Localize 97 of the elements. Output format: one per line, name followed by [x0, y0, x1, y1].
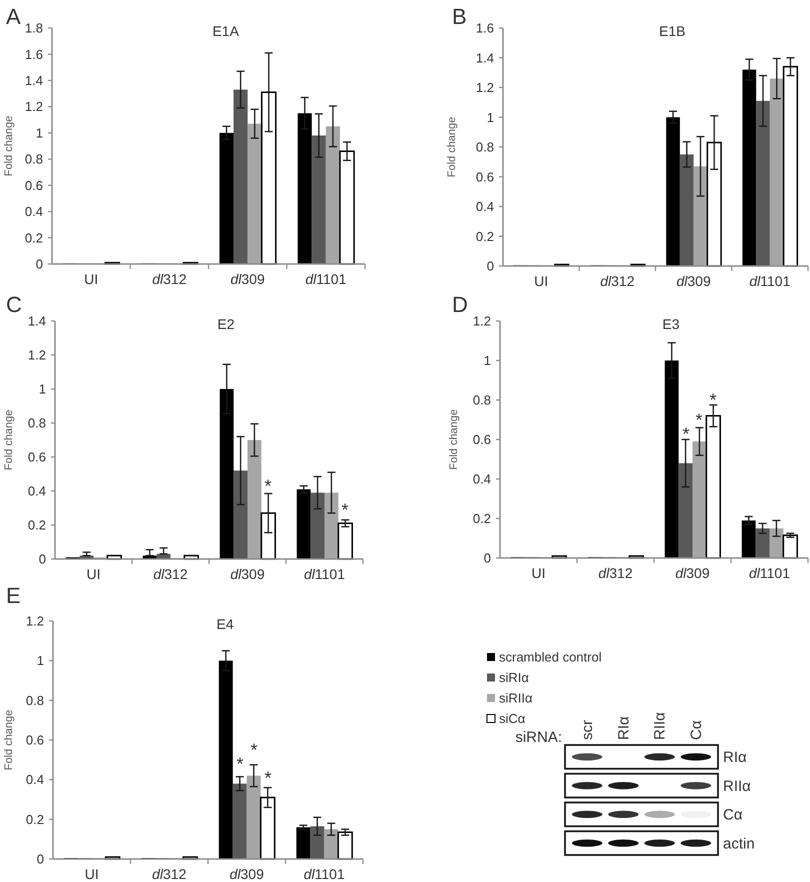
annotation: *	[682, 424, 690, 444]
y-tick-label: 1.2	[24, 99, 43, 114]
x-tick-label: UI	[84, 866, 99, 882]
y-tick-label: 0.6	[26, 732, 44, 748]
category-label: RIIα	[723, 778, 751, 795]
y-tick-label: 0	[36, 256, 43, 272]
category-label: scr	[579, 720, 596, 740]
y-tick-label: 0.2	[26, 812, 44, 827]
y-tick-label: 0.4	[24, 204, 43, 220]
x-tick-label: UI	[534, 273, 548, 289]
category-label: RIIα	[652, 712, 669, 740]
chart-title: E1A	[212, 23, 240, 39]
x-tick-label: UI	[532, 565, 546, 581]
category-label: Cα	[723, 806, 743, 824]
x-tick-label: dl312	[153, 566, 188, 582]
y-axis-title: Fold change	[448, 409, 460, 470]
y-tick-label: 1	[38, 382, 46, 397]
y-tick-label: 0.8	[472, 392, 491, 408]
annotation: *	[264, 476, 272, 496]
y-tick-label: 0.8	[24, 152, 43, 167]
y-tick-label: 1	[486, 110, 494, 125]
text: E	[6, 583, 21, 608]
text: B	[452, 4, 467, 29]
annotation: *	[236, 754, 244, 774]
chart-title: E3	[662, 316, 680, 332]
y-tick-label: 0.8	[26, 692, 44, 708]
y-tick-label: 1.2	[28, 348, 46, 363]
y-tick-label: 0.2	[24, 230, 43, 246]
legend-label: siRIα	[499, 670, 530, 686]
x-tick-label: dl309	[230, 271, 265, 287]
y-axis-title: Fold change	[3, 116, 15, 176]
x-tick-label: dl312	[598, 565, 633, 581]
annotation: *	[709, 390, 717, 410]
x-tick-label: dl309	[675, 565, 710, 581]
y-tick-label: 1	[484, 353, 491, 368]
y-tick-label: 1.2	[472, 314, 491, 329]
y-tick-label: 1.6	[476, 20, 494, 36]
text: A	[6, 4, 21, 29]
legend-label: siRIIα	[499, 690, 533, 706]
y-tick-label: 1	[36, 653, 44, 668]
y-tick-label: 0.6	[28, 450, 46, 465]
y-tick-label: 0.4	[26, 772, 44, 788]
y-tick-label: 1.4	[476, 50, 494, 66]
y-tick-label: 0.8	[28, 416, 46, 431]
chart-title: E1B	[659, 23, 686, 39]
x-tick-label: dl1101	[305, 271, 347, 287]
y-tick-label: 1.2	[26, 614, 44, 629]
y-axis-title: Fold change	[446, 116, 458, 178]
text: D	[452, 292, 468, 317]
y-tick-label: 1.2	[476, 80, 494, 96]
y-tick-label: 1.4	[28, 314, 46, 329]
x-tick-label: dl312	[600, 273, 635, 289]
y-tick-label: 0.2	[28, 518, 46, 533]
x-tick-label: dl1101	[749, 273, 791, 289]
legend-label: scrambled control	[499, 650, 602, 665]
y-tick-label: 0.4	[476, 199, 494, 214]
category-label: Cα	[688, 720, 705, 740]
annotation: *	[341, 500, 349, 520]
y-axis-title: Fold change	[3, 710, 15, 770]
legend-label: siCα	[499, 711, 526, 726]
y-tick-label: 0	[36, 852, 44, 867]
annotation: *	[695, 410, 703, 430]
y-tick-label: 0.6	[24, 178, 43, 193]
x-tick-label: UI	[86, 566, 100, 582]
text: C	[6, 292, 22, 317]
x-tick-label: dl1101	[748, 565, 790, 581]
category-label: RIα	[723, 749, 747, 766]
category-label: RIα	[615, 716, 632, 740]
y-tick-label: 1.8	[24, 20, 43, 36]
x-tick-label: dl309	[230, 866, 264, 882]
chart-title: E2	[217, 316, 235, 332]
x-tick-label: dl1101	[304, 566, 346, 582]
x-tick-label: UI	[84, 271, 98, 287]
y-tick-label: 1	[36, 125, 43, 140]
y-tick-label: 0.2	[472, 511, 491, 526]
annotation: *	[264, 768, 272, 788]
y-tick-label: 0.2	[476, 228, 494, 244]
x-tick-label: dl312	[152, 271, 187, 287]
annotation: *	[250, 740, 258, 760]
y-tick-label: 0	[486, 258, 494, 274]
y-tick-label: 0.8	[476, 140, 494, 155]
y-tick-label: 1.4	[24, 72, 43, 88]
y-tick-label: 1.6	[24, 46, 43, 62]
y-axis-title: Fold change	[3, 410, 15, 470]
y-tick-label: 0.6	[476, 169, 494, 184]
y-tick-label: 0	[38, 552, 46, 567]
x-tick-label: dl312	[152, 866, 187, 882]
x-tick-label: dl309	[230, 566, 265, 582]
y-tick-label: 0.4	[28, 484, 46, 499]
chart-title: E4	[216, 616, 234, 632]
y-tick-label: 0.6	[472, 432, 491, 448]
category-label: actin	[723, 835, 755, 852]
y-tick-label: 0.4	[472, 472, 491, 487]
x-tick-label: dl1101	[304, 866, 345, 882]
x-tick-label: dl309	[676, 273, 711, 289]
y-tick-label: 0	[484, 550, 491, 566]
text: siRNA:	[515, 729, 562, 746]
